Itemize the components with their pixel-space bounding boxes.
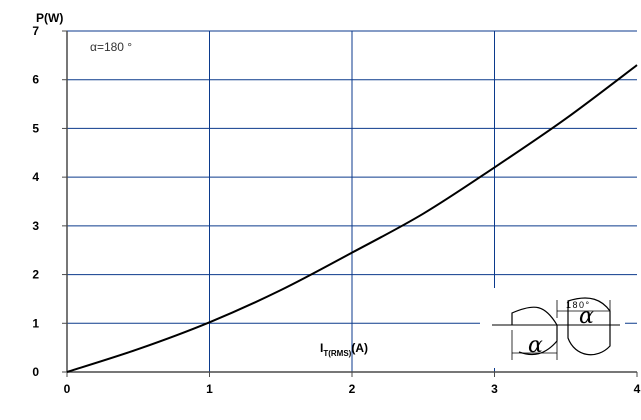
y-tick-label: 0 [32,365,39,379]
y-tick-label: 3 [32,219,39,233]
waveform-inset: α α 180° [480,288,625,368]
x-tick-label: 2 [349,382,356,396]
inset-alpha-label-left: α [528,333,543,358]
y-tick-label: 7 [32,24,39,38]
inset-background [480,288,625,368]
inset-waveform-left [511,306,558,356]
y-tick-label: 6 [32,73,39,87]
y-axis-label: P(W) [36,11,63,25]
tick-labels: 0 1 2 3 4 5 6 7 0 1 2 3 4 [32,24,640,396]
x-tick-label: 1 [206,382,213,396]
inset-alpha-label-right: α [579,304,594,329]
y-tick-label: 2 [32,268,39,282]
series-line [66,64,638,373]
inset-waveform-neg [567,325,611,356]
inset-angle-label: 180° [566,300,591,310]
x-axis-label-main: I [320,341,323,355]
x-axis-label: IT(RMS)(A) [320,341,368,358]
x-tick-label: 3 [491,382,498,396]
axes [62,30,638,377]
series-layer [66,64,638,373]
x-axis-label-sub: T(RMS) [323,349,351,358]
x-tick-label: 0 [64,382,71,396]
y-tick-label: 4 [32,170,39,184]
alpha-annotation: α=180 ° [90,40,132,54]
x-tick-label: 4 [634,382,641,396]
x-axis-label-unit: (A) [351,341,368,355]
y-tick-label: 5 [32,121,39,135]
y-tick-label: 1 [32,316,39,330]
